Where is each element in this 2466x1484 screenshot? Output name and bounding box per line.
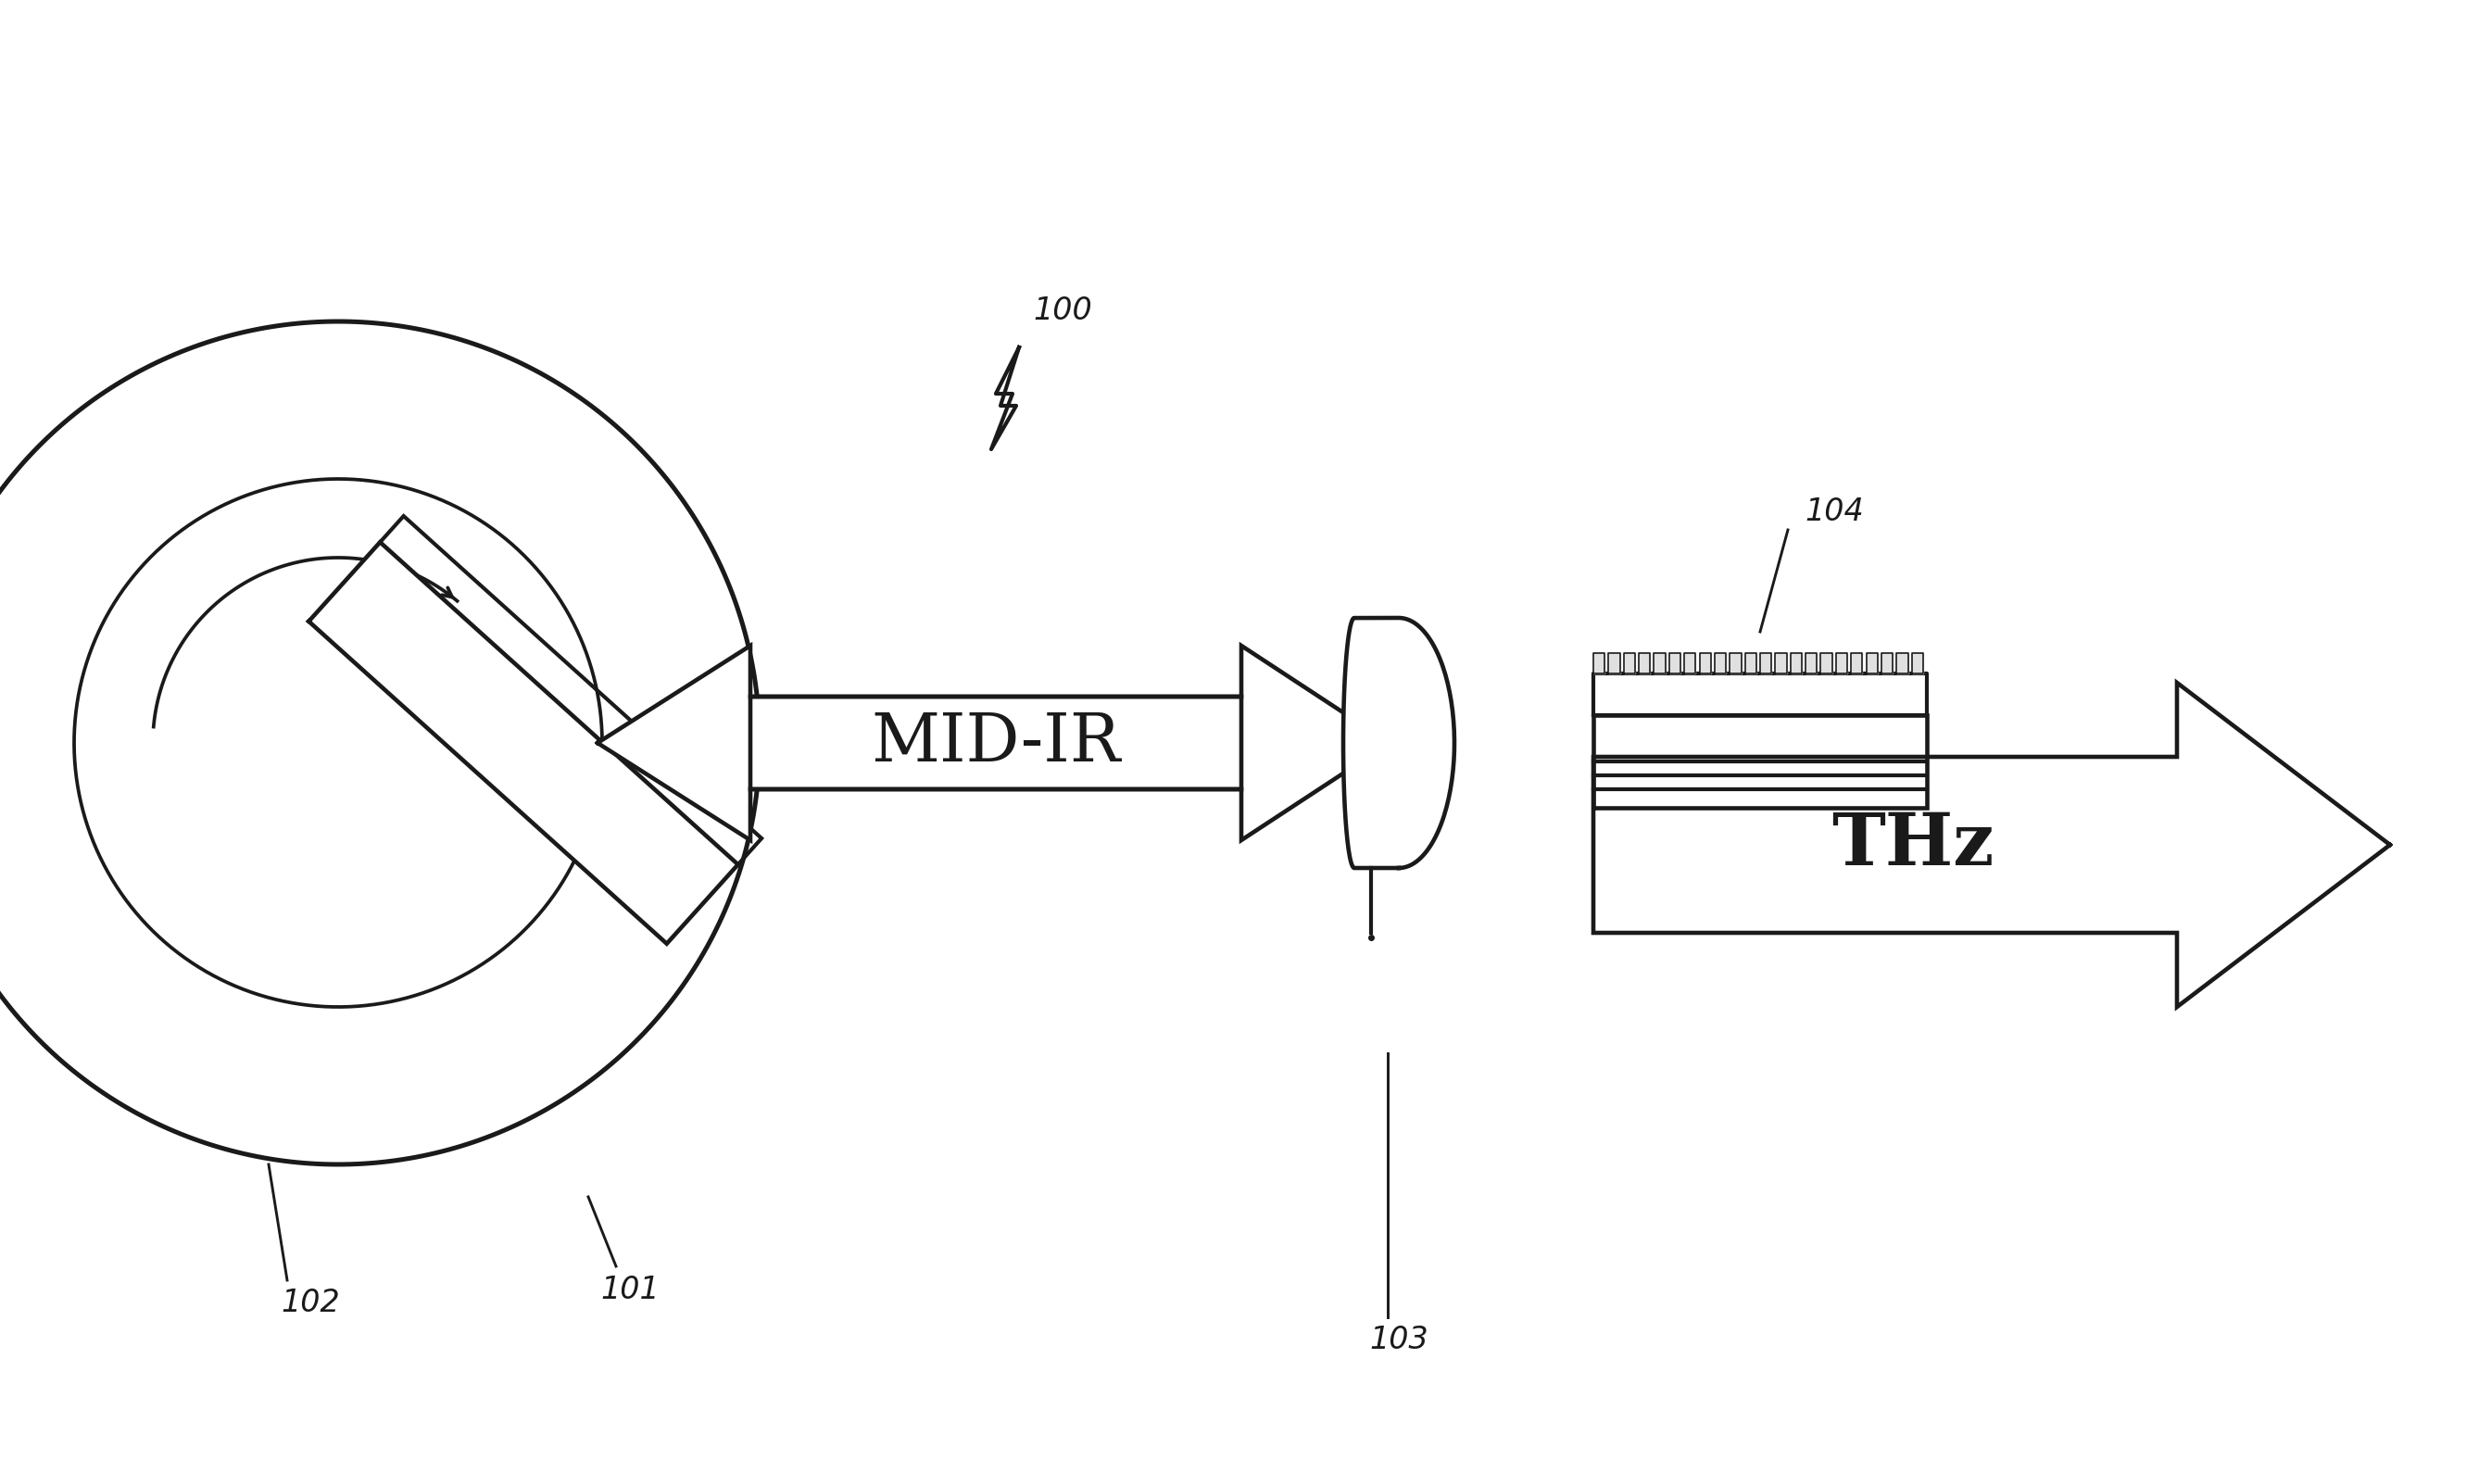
Polygon shape xyxy=(1344,617,1455,868)
Polygon shape xyxy=(1608,653,1620,674)
Text: THz: THz xyxy=(1832,810,1995,880)
Text: MID-IR: MID-IR xyxy=(870,711,1120,776)
Polygon shape xyxy=(1655,653,1665,674)
Polygon shape xyxy=(1593,653,1605,674)
Polygon shape xyxy=(1911,653,1923,674)
Polygon shape xyxy=(1593,683,2390,1008)
Polygon shape xyxy=(1805,653,1817,674)
Polygon shape xyxy=(1882,653,1894,674)
Polygon shape xyxy=(1593,674,1926,715)
Polygon shape xyxy=(1714,653,1726,674)
Polygon shape xyxy=(308,542,737,944)
Text: 101: 101 xyxy=(599,1275,658,1304)
Polygon shape xyxy=(1640,653,1650,674)
Polygon shape xyxy=(1776,653,1788,674)
Text: 104: 104 xyxy=(1805,496,1864,527)
Polygon shape xyxy=(1669,653,1679,674)
Polygon shape xyxy=(1896,653,1909,674)
Polygon shape xyxy=(1699,653,1711,674)
Polygon shape xyxy=(750,646,1388,840)
Polygon shape xyxy=(1867,653,1877,674)
Polygon shape xyxy=(1684,653,1697,674)
Polygon shape xyxy=(1593,715,1926,807)
Text: 100: 100 xyxy=(1033,295,1092,326)
Polygon shape xyxy=(1729,653,1741,674)
Polygon shape xyxy=(1835,653,1847,674)
Polygon shape xyxy=(1761,653,1771,674)
Polygon shape xyxy=(1852,653,1862,674)
Polygon shape xyxy=(1790,653,1803,674)
Polygon shape xyxy=(1746,653,1756,674)
Text: 102: 102 xyxy=(281,1288,340,1319)
Polygon shape xyxy=(597,646,1240,840)
Text: 103: 103 xyxy=(1369,1325,1428,1356)
Polygon shape xyxy=(1820,653,1832,674)
Polygon shape xyxy=(1623,653,1635,674)
